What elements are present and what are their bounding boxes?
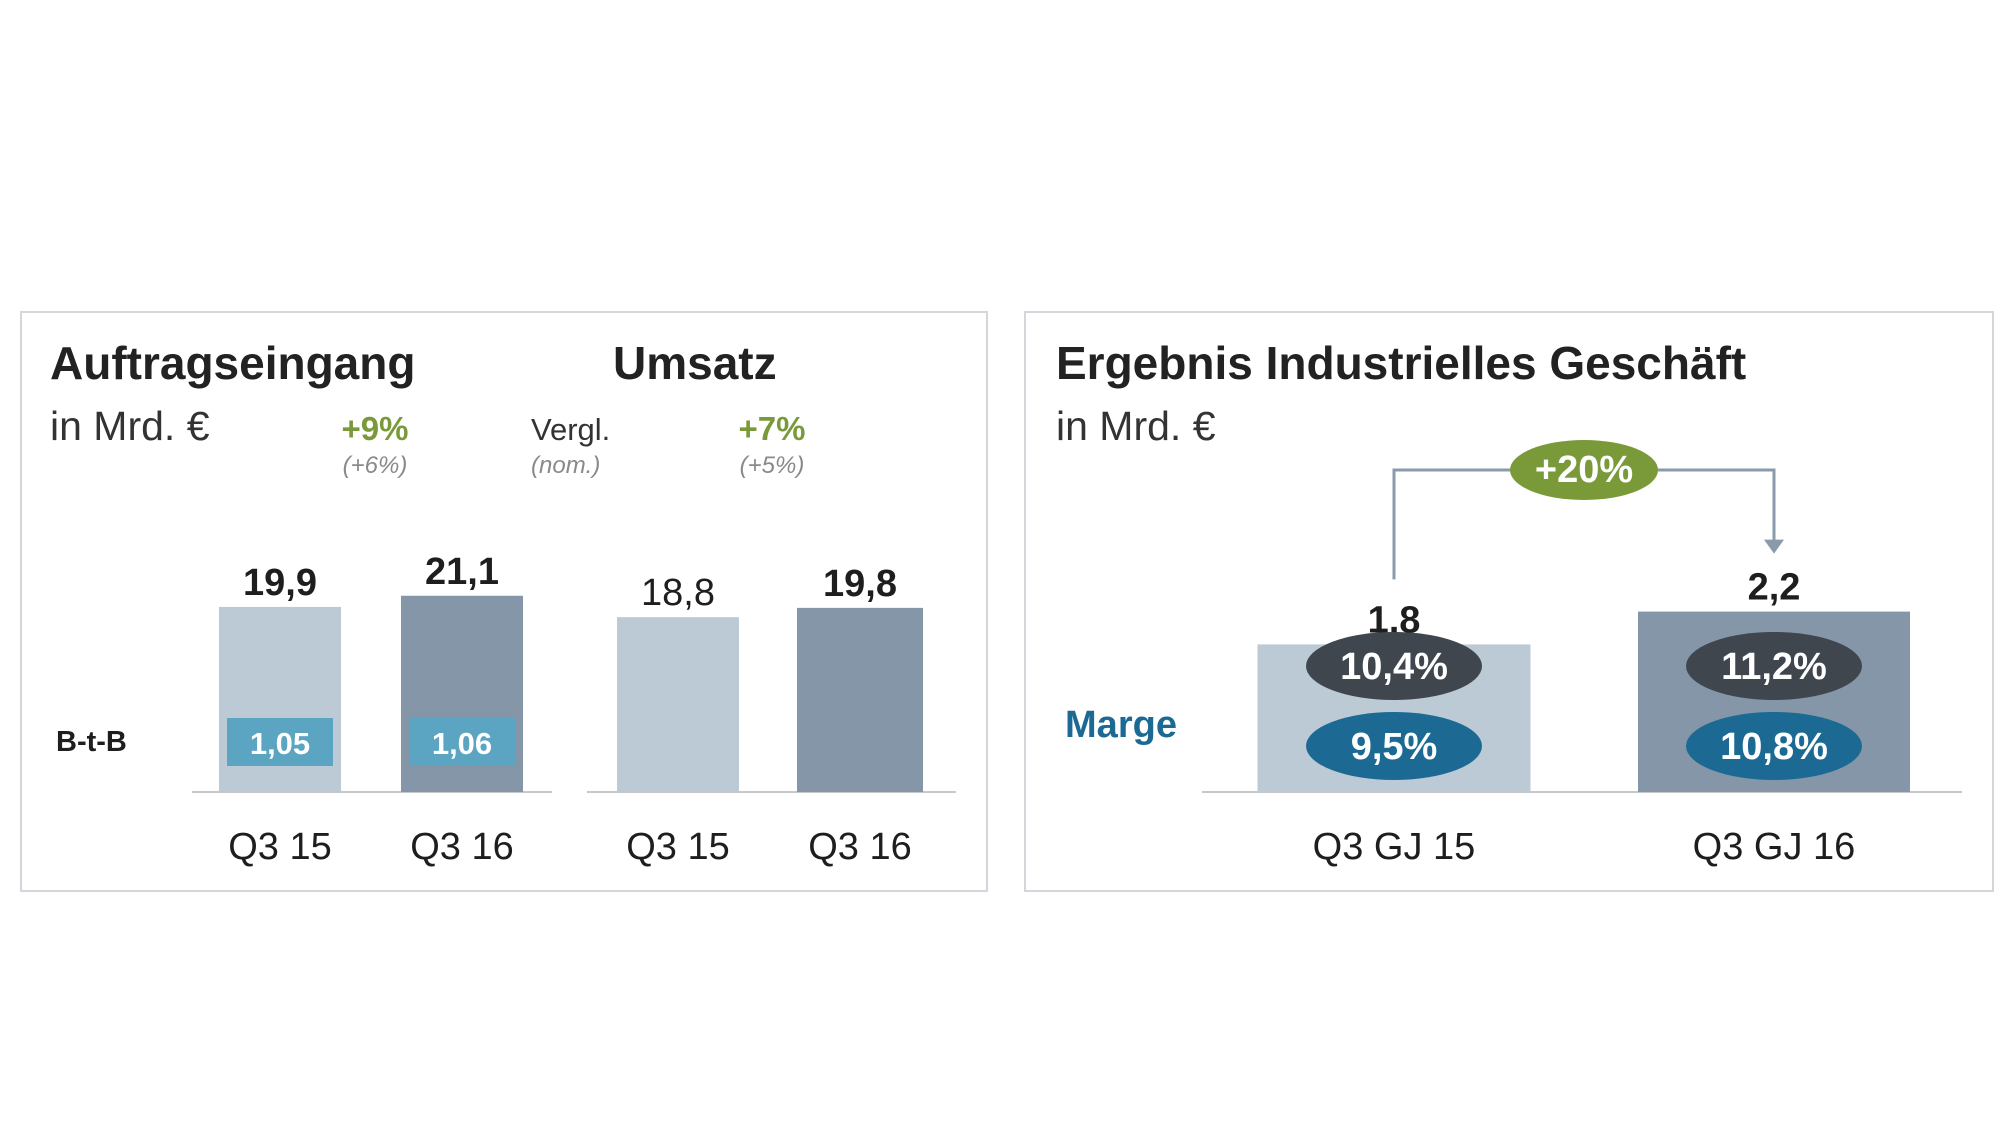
revenue-title: Umsatz xyxy=(613,337,777,389)
orders-value-label-2: 21,1 xyxy=(425,551,499,593)
result-subtitle: in Mrd. € xyxy=(1056,403,1216,449)
margin-lower-value-1: 9,5% xyxy=(1351,726,1438,768)
revenue-value-label-1: 18,8 xyxy=(641,572,715,614)
margin-pill-upper-1 xyxy=(1306,632,1482,700)
orders-growth-sub: (+6%) xyxy=(343,452,408,479)
btb-label: B-t-B xyxy=(56,726,127,758)
revenue-tick-q3-15: Q3 15 xyxy=(626,826,730,868)
orders-value-label-1: 19,9 xyxy=(243,562,317,604)
margin-upper-value-2: 11,2% xyxy=(1721,646,1827,688)
orders-subtitle: in Mrd. € xyxy=(50,403,210,449)
vergl-sub: (nom.) xyxy=(531,452,600,479)
orders-tick-q3-15: Q3 15 xyxy=(228,826,332,868)
btb-value-2: 1,06 xyxy=(432,726,492,761)
orders-growth: +9% xyxy=(342,410,409,447)
marge-label: Marge xyxy=(1065,704,1177,746)
margin-pill-lower-2 xyxy=(1686,712,1862,780)
orders-revenue-panel: Auftragseingang in Mrd. € Umsatz +9% (+6… xyxy=(20,311,988,892)
btb-box-2 xyxy=(409,718,515,766)
orders-revenue-chart: Auftragseingang in Mrd. € Umsatz +9% (+6… xyxy=(50,337,956,868)
left-bars-group: 19,9 21,1 18,8 19,8 1,05 1,06 xyxy=(219,551,923,792)
industrial-result-chart: Ergebnis Industrielles Geschäft in Mrd. … xyxy=(1056,337,1962,868)
revenue-growth: +7% xyxy=(739,410,806,447)
result-value-label-2: 2,2 xyxy=(1748,567,1801,609)
margin-pill-lower-1 xyxy=(1306,712,1482,780)
margin-pill-upper-2 xyxy=(1686,632,1862,700)
result-title: Ergebnis Industrielles Geschäft xyxy=(1056,337,1746,389)
revenue-bar-2 xyxy=(797,607,923,792)
margin-upper-value-1: 10,4% xyxy=(1340,646,1448,688)
revenue-growth-sub: (+5%) xyxy=(740,452,805,479)
margin-lower-value-2: 10,8% xyxy=(1720,726,1828,768)
result-tick-q3-gj-15: Q3 GJ 15 xyxy=(1313,826,1476,868)
btb-box-1 xyxy=(227,718,333,766)
growth-badge-value: +20% xyxy=(1535,449,1633,491)
btb-value-1: 1,05 xyxy=(250,726,310,761)
industrial-result-panel: Ergebnis Industrielles Geschäft in Mrd. … xyxy=(1024,311,1994,892)
growth-arrowhead-icon xyxy=(1764,539,1784,554)
result-tick-q3-gj-16: Q3 GJ 16 xyxy=(1693,826,1856,868)
revenue-tick-q3-16: Q3 16 xyxy=(808,826,912,868)
right-bars-group: 1,810,4%9,5%2,211,2%10,8%+20% xyxy=(1257,440,1910,792)
revenue-value-label-2: 19,8 xyxy=(823,563,897,605)
revenue-bar-1 xyxy=(617,617,739,792)
growth-badge xyxy=(1510,440,1658,500)
orders-title: Auftragseingang xyxy=(50,337,415,389)
vergl-label: Vergl. xyxy=(531,412,610,447)
orders-tick-q3-16: Q3 16 xyxy=(410,826,514,868)
